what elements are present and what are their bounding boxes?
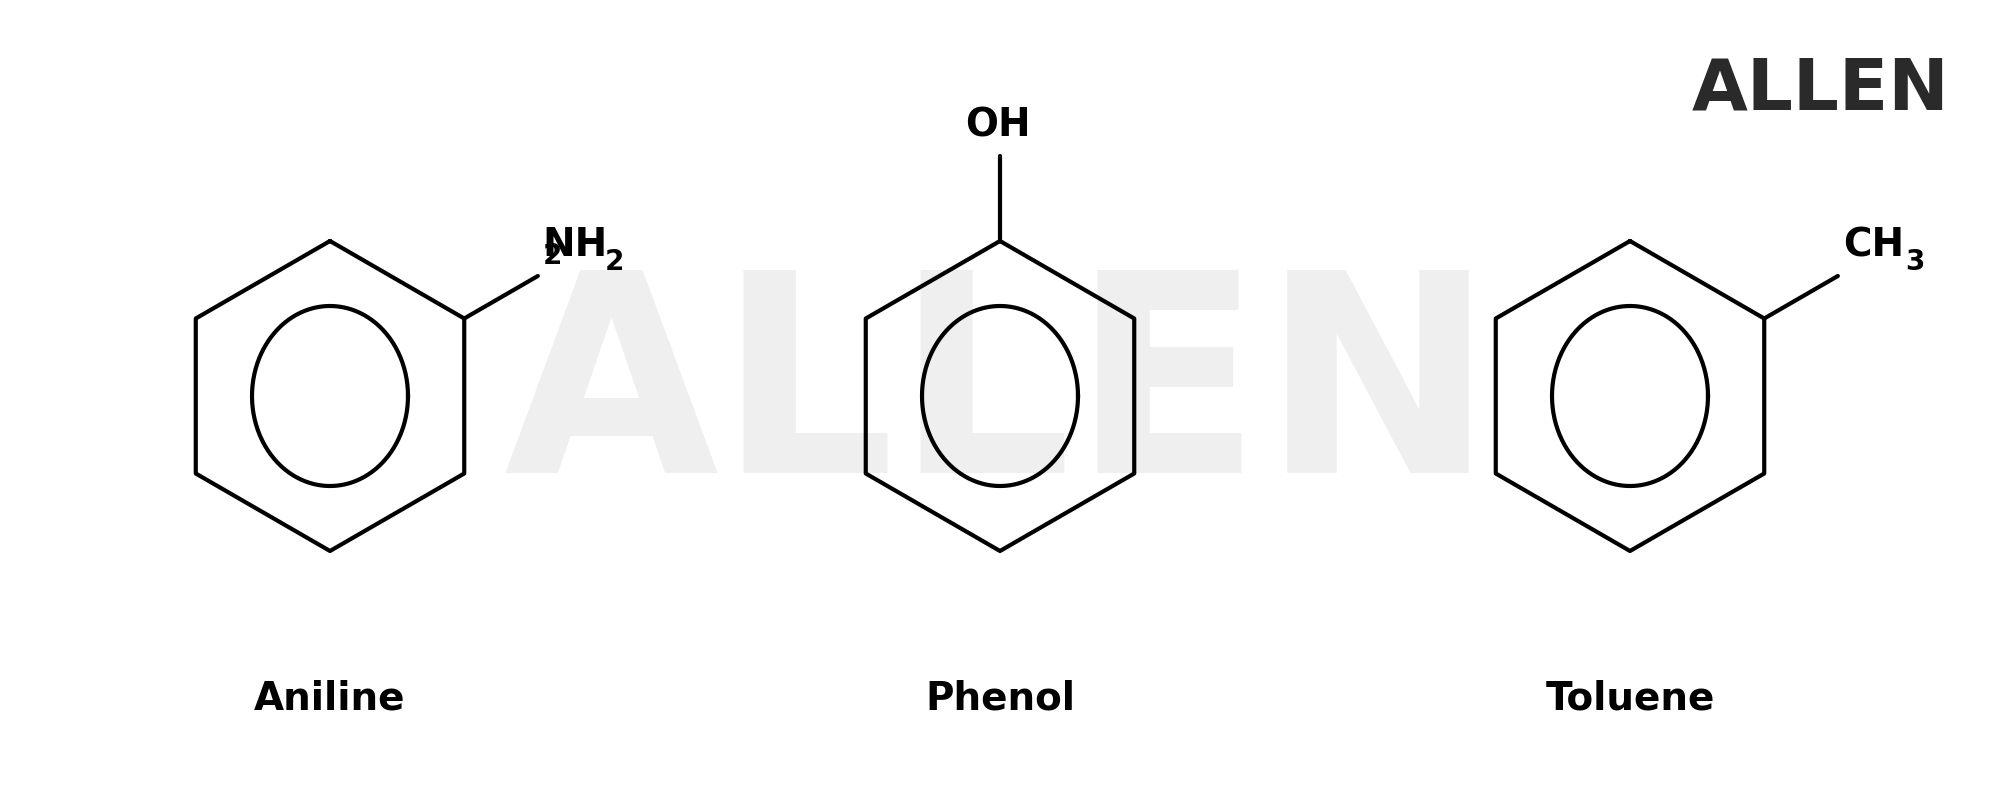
- Text: Toluene: Toluene: [1544, 679, 1714, 717]
- Text: Aniline: Aniline: [254, 679, 406, 717]
- Text: Phenol: Phenol: [925, 679, 1075, 717]
- Text: OH: OH: [965, 106, 1031, 144]
- Text: NH: NH: [543, 226, 607, 264]
- Text: ALLEN: ALLEN: [503, 261, 1495, 531]
- Text: 2: 2: [605, 248, 623, 276]
- Text: 3: 3: [1904, 248, 1924, 276]
- Text: 2: 2: [543, 242, 561, 270]
- Text: CH: CH: [1842, 226, 1902, 264]
- Text: ALLEN: ALLEN: [1690, 55, 1948, 124]
